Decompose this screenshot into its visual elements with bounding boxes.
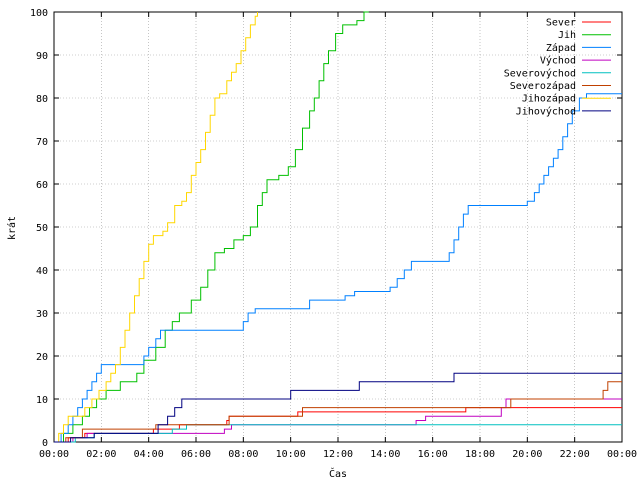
x-tick-label: 18:00 <box>465 449 495 460</box>
legend-label: Jihozápad <box>522 93 576 105</box>
x-axis: 00:00 02:00 04:00 06:00 08:00 10:00 12:00 14:00… <box>39 12 637 460</box>
x-tick-label: 00:00 <box>39 449 69 460</box>
series-line-2 <box>54 93 622 443</box>
series-line-1 <box>54 11 369 443</box>
y-axis-label: krát <box>6 216 18 240</box>
y-tick-label: 70 <box>36 137 48 148</box>
legend-label: Jihovýchod <box>516 105 576 117</box>
x-tick-label: 16:00 <box>418 449 448 460</box>
series-line-5 <box>54 381 622 443</box>
y-tick-label: 60 <box>36 180 48 191</box>
legend-label: Západ <box>546 42 576 54</box>
y-tick-label: 50 <box>36 223 48 234</box>
legend-label: Sever <box>546 18 576 29</box>
y-tick-label: 100 <box>30 8 48 19</box>
series-lines <box>54 11 622 443</box>
x-tick-label: 10:00 <box>276 449 306 460</box>
x-axis-label: Čas <box>329 467 347 480</box>
x-tick-label: 06:00 <box>181 449 211 460</box>
legend-label: Severovýchod <box>504 67 576 79</box>
y-tick-label: 90 <box>36 51 48 62</box>
legend-label: Severozápad <box>510 80 576 92</box>
y-tick-label: 80 <box>36 94 48 105</box>
y-tick-label: 20 <box>36 352 48 363</box>
legend-label: Jih <box>558 30 576 41</box>
y-tick-label: 30 <box>36 309 48 320</box>
y-tick-label: 40 <box>36 266 48 277</box>
x-tick-label: 20:00 <box>512 449 542 460</box>
legend-label: Východ <box>540 55 576 67</box>
series-line-6 <box>54 12 258 443</box>
series-line-7 <box>54 372 622 443</box>
y-tick-label: 0 <box>42 438 48 449</box>
x-tick-label: 14:00 <box>370 449 400 460</box>
x-tick-label: 08:00 <box>228 449 258 460</box>
x-tick-label: 12:00 <box>323 449 353 460</box>
legend: SeverJihZápadVýchodSeverovýchodSeverozáp… <box>504 18 611 117</box>
x-tick-label: 02:00 <box>86 449 116 460</box>
y-tick-label: 10 <box>36 395 48 406</box>
series-line-4 <box>54 424 622 443</box>
x-tick-label: 22:00 <box>560 449 590 460</box>
x-tick-label: 04:00 <box>134 449 164 460</box>
x-tick-label: 00:00 <box>607 449 637 460</box>
